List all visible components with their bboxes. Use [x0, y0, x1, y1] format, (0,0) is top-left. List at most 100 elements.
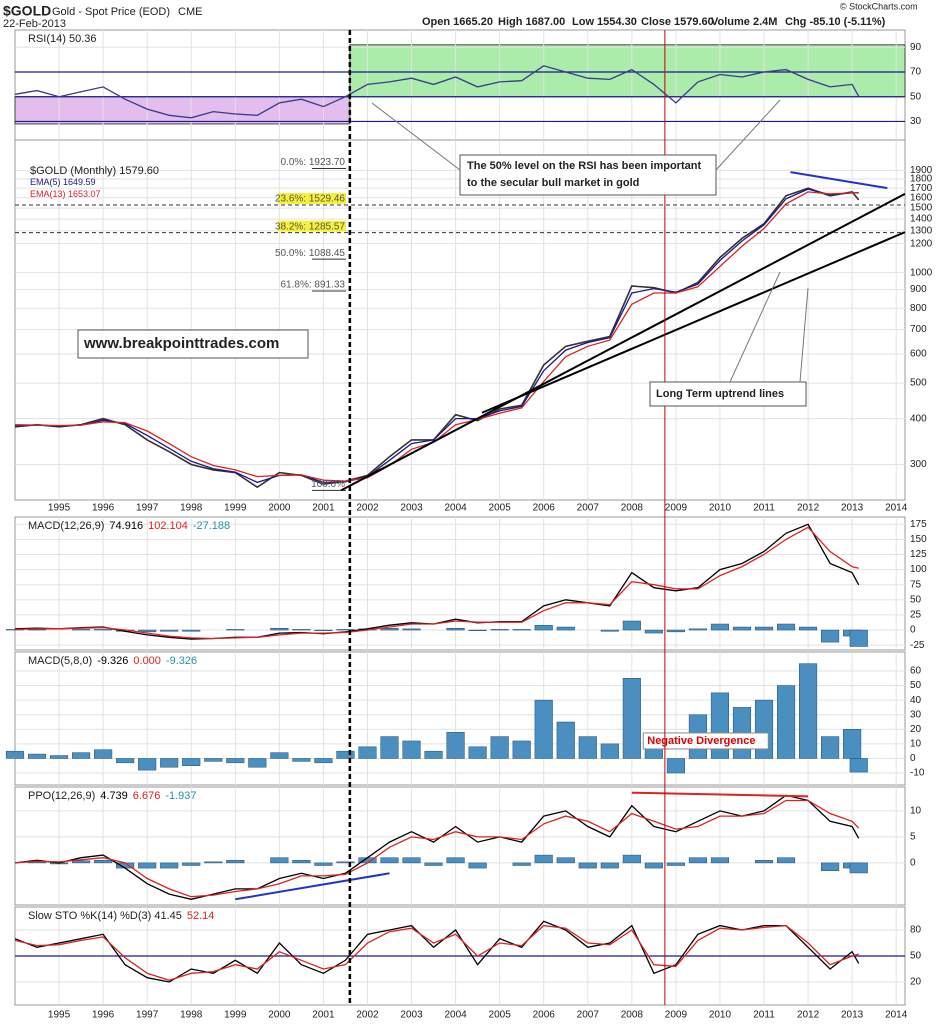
histogram-bar [666, 758, 685, 774]
y-tick-label: 0 [910, 625, 916, 636]
histogram-bar [314, 629, 333, 631]
annotations: The 50% level on the RSI has been import… [77, 99, 809, 407]
callout [371, 102, 461, 171]
x-tick-label: 1998 [180, 1010, 203, 1021]
histogram-bar [160, 758, 179, 768]
close: Close 1579.60 [641, 16, 714, 28]
x-tick-label: 2008 [621, 1010, 644, 1021]
histogram-bar [446, 627, 465, 631]
x-tick-label: 2001 [312, 503, 335, 514]
histogram-bar [556, 626, 575, 631]
exchange: CME [178, 6, 202, 18]
y-tick-label: 0 [910, 858, 916, 869]
histogram-bar [248, 758, 267, 768]
fib-label: 50.0%: 1088.45 [275, 248, 345, 259]
series-line [14, 187, 860, 489]
legend-entry: Slow STO %K(14) %D(3) 41.45 [28, 910, 182, 922]
legend: Slow STO %K(14) %D(3) 41.45 52.14 [28, 910, 214, 922]
y-tick-label: 5 [910, 832, 916, 843]
uptrend-note: Long Term uptrend lines [656, 388, 784, 400]
histogram-bar [468, 746, 487, 759]
histogram-bar [578, 736, 597, 759]
histogram-bar [138, 629, 157, 633]
x-tick-label: 2012 [797, 503, 820, 514]
histogram-bar [710, 857, 730, 864]
y-tick-label: 800 [910, 303, 927, 314]
y-tick-label: -25 [910, 640, 925, 651]
y-tick-label: 25 [910, 610, 922, 621]
note-box [642, 732, 769, 750]
x-tick-label: 2006 [533, 503, 556, 514]
x-tick-label: 2001 [312, 1010, 335, 1021]
y-tick-label: 1900 [910, 165, 933, 176]
histogram-bar [94, 749, 113, 759]
y-tick-label: 50 [910, 951, 922, 962]
histogram-bar [754, 860, 774, 864]
series-line [14, 65, 860, 119]
x-tick-label: 2000 [268, 1010, 291, 1021]
x-tick-label: 2005 [489, 503, 512, 514]
x-tick-label: 1997 [136, 503, 159, 514]
high: High 1687.00 [498, 16, 565, 28]
y-tick-label: 1800 [910, 174, 933, 185]
histogram-bar [821, 862, 840, 871]
x-tick-label: 2010 [709, 503, 732, 514]
x-tick-label: 2002 [356, 503, 379, 514]
y-tick-label: 500 [910, 378, 927, 389]
histogram-bar [666, 629, 685, 633]
histogram-bar [402, 857, 421, 864]
histogram-bar [72, 752, 91, 759]
y-tick-label: 20 [910, 977, 922, 988]
fib-label: 61.8%: 891.33 [281, 280, 346, 291]
y-tick-label: 30 [910, 116, 922, 127]
y-tick-label: 50 [910, 680, 922, 691]
x-tick-label: 1995 [48, 503, 71, 514]
histogram-bar [556, 857, 575, 864]
legend-entry: 4.739 [100, 790, 128, 802]
x-tick-label: 2011 [753, 503, 775, 514]
fib-label: 38.2%: 1285.57 [275, 221, 345, 232]
histogram-bar [292, 758, 311, 762]
trendline [235, 872, 390, 901]
y-tick-label: 50 [910, 91, 922, 102]
legend: PPO(12,26,9) 4.739 6.676 -1.937 [28, 790, 197, 802]
histogram-bar [666, 862, 685, 866]
histogram-bar [182, 758, 201, 766]
histogram-bar [270, 752, 289, 759]
fib-highlight [278, 220, 346, 232]
histogram-bar [534, 699, 553, 759]
histogram-bar [821, 629, 840, 643]
histogram-bar [710, 623, 730, 631]
histogram-bar [799, 626, 818, 631]
series-line [14, 924, 859, 981]
histogram-bar [754, 626, 774, 631]
y-tick-label: 80 [910, 925, 922, 936]
legend-entry: -9.326 [97, 655, 128, 667]
x-tick-label: 2013 [841, 1010, 864, 1021]
histogram-bar [292, 860, 311, 864]
histogram-bar [512, 740, 531, 759]
x-tick-label: 2002 [356, 1010, 379, 1021]
y-tick-label: 20 [910, 724, 922, 735]
x-tick-label: 2003 [400, 503, 423, 514]
legend: RSI(14) 50.36 [28, 33, 96, 45]
open: Open 1665.20 [422, 16, 493, 28]
y-tick-label: 50 [910, 594, 922, 605]
histogram-bar [226, 629, 245, 631]
y-tick-label: 1600 [910, 192, 933, 203]
series-line [14, 188, 859, 484]
histogram-bar [754, 699, 774, 759]
histogram-bar [468, 862, 487, 869]
y-tick-label: 75 [910, 579, 922, 590]
histogram-bar [776, 685, 796, 759]
legend-entry: 6.676 [133, 790, 161, 802]
y-tick-label: 30 [910, 709, 922, 720]
x-tick-label: 1996 [92, 1010, 115, 1021]
legend: $GOLD (Monthly) 1579.60 EMA(5) 1649.59 EMA… [30, 165, 159, 199]
x-tick-label: 2010 [709, 1010, 732, 1021]
y-tick-label: 1700 [910, 183, 933, 194]
zone [349, 44, 906, 98]
histogram-bar [182, 629, 201, 632]
website-box [77, 329, 309, 359]
panel-frame [14, 786, 906, 906]
